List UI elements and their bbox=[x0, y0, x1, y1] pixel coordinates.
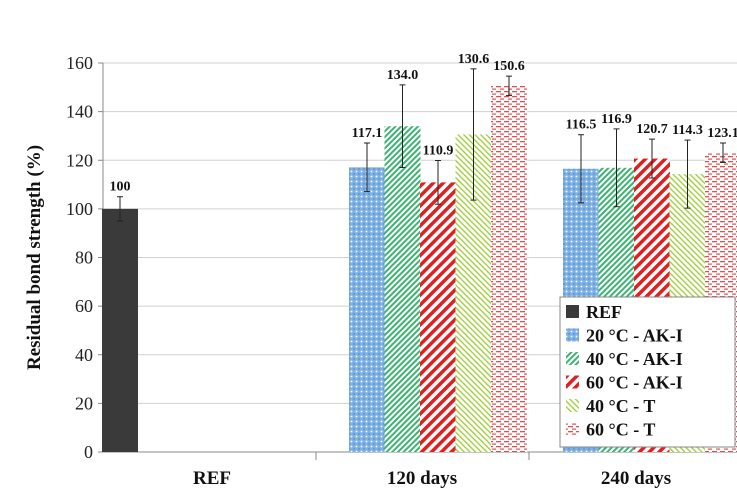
legend-entry: REF bbox=[586, 302, 622, 322]
bar bbox=[102, 208, 138, 452]
legend-entry: 60 °C - AK-I bbox=[586, 373, 683, 393]
legend: REF 20 °C - AK-I 40 °C - AK-I 60 °C - AK-I 4… bbox=[559, 296, 736, 448]
legend-entry: 40 °C - AK-I bbox=[586, 349, 683, 369]
y-tick-label: 80 bbox=[75, 248, 93, 268]
y-tick-label: 40 bbox=[75, 345, 93, 365]
y-axis-ticks: 0 20 40 60 80 100 120 140 160 bbox=[66, 53, 103, 462]
legend-entry: 40 °C - T bbox=[586, 396, 655, 416]
category-labels: REF 120 days 240 days bbox=[193, 468, 671, 489]
legend-swatch bbox=[566, 328, 579, 342]
data-label: 100 bbox=[110, 180, 131, 195]
data-label: 116.5 bbox=[566, 118, 597, 133]
legend-swatch bbox=[566, 305, 579, 318]
legend-swatch bbox=[566, 399, 579, 412]
legend-entry: 20 °C - AK-I bbox=[586, 326, 683, 346]
data-label: 117.1 bbox=[352, 126, 383, 141]
y-tick-label: 100 bbox=[66, 199, 93, 219]
data-label: 116.9 bbox=[601, 112, 632, 127]
y-tick-label: 160 bbox=[66, 53, 93, 73]
y-tick-label: 120 bbox=[66, 150, 93, 170]
data-label: 110.9 bbox=[423, 143, 454, 158]
legend-swatch bbox=[566, 422, 579, 436]
data-label: 134.0 bbox=[387, 68, 419, 83]
data-label: 120.7 bbox=[636, 122, 668, 137]
y-tick-label: 140 bbox=[66, 102, 93, 122]
data-label: 150.6 bbox=[493, 59, 525, 74]
bar bbox=[491, 85, 527, 452]
legend-swatch bbox=[566, 375, 579, 389]
legend-entry: 60 °C - T bbox=[586, 420, 655, 440]
y-tick-label: 60 bbox=[75, 296, 93, 316]
y-axis-label: Residual bond strength (%) bbox=[24, 145, 45, 370]
y-tick-label: 0 bbox=[84, 442, 93, 462]
bar bbox=[420, 182, 456, 452]
category-label: 120 days bbox=[387, 468, 457, 489]
bar bbox=[349, 167, 385, 452]
error-bars bbox=[117, 68, 726, 222]
legend-swatch bbox=[566, 352, 579, 365]
data-label: 130.6 bbox=[458, 52, 490, 67]
data-label: 114.3 bbox=[672, 123, 703, 138]
data-label: 123.1 bbox=[707, 126, 737, 141]
legend-box bbox=[559, 296, 736, 448]
category-label: 240 days bbox=[601, 468, 671, 489]
data-labels: 100 117.1 116.5 134.0 116.9 110.9 120.7 130.6 11… bbox=[110, 52, 737, 195]
y-tick-label: 20 bbox=[75, 393, 93, 413]
bar bbox=[384, 126, 421, 453]
category-label: REF bbox=[193, 468, 231, 489]
